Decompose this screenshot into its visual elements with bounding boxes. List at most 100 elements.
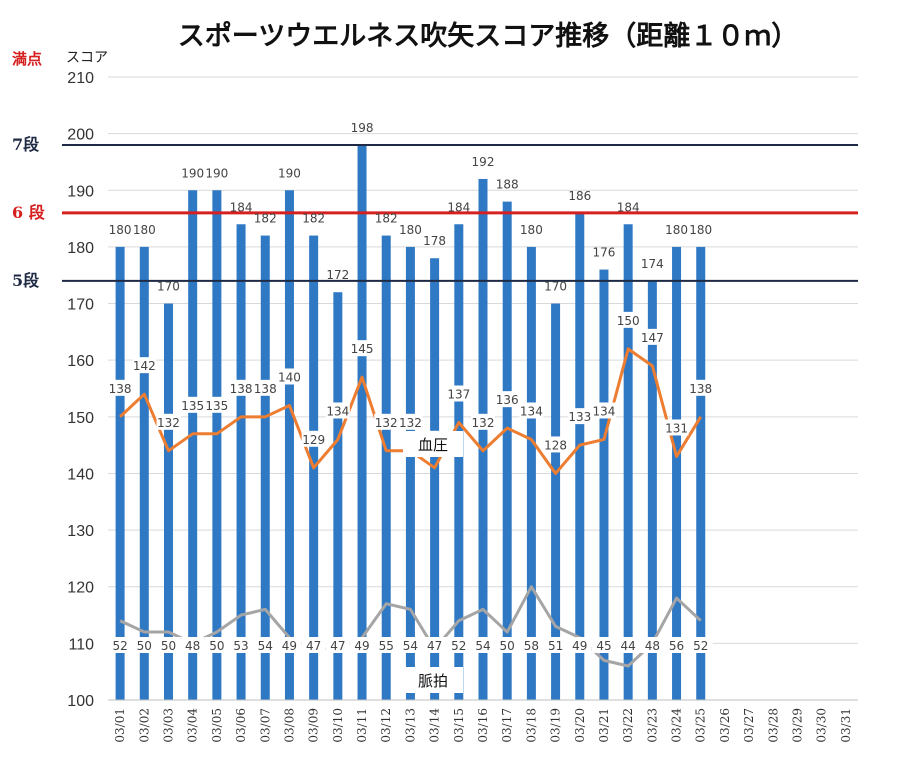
score-bar [430,258,440,700]
score-bar [599,269,609,700]
data-label-background [277,368,302,385]
x-tick-label: 03/15 [452,708,466,743]
x-tick-label: 03/18 [524,708,538,743]
score-bar-label: 186 [568,189,591,203]
data-label-background [398,413,423,430]
blood-pressure-label: 138 [254,382,277,396]
data-label-background [422,637,447,653]
x-tick-label: 03/01 [113,708,127,743]
x-tick-label: 03/23 [645,708,659,743]
data-label-background [374,637,399,653]
y-tick-label: 120 [67,580,94,597]
pulse-label: 53 [233,639,248,653]
score-bar [236,224,246,700]
x-tick-label: 03/17 [500,708,514,743]
x-tick-label: 03/25 [694,708,708,743]
score-bar [575,212,585,700]
x-tick-label: 03/20 [573,708,587,743]
data-label-background [446,385,471,402]
x-tick-label: 03/11 [355,708,369,743]
score-bar [623,224,633,700]
data-label-background [108,637,133,653]
score-bar-label: 180 [520,223,543,237]
x-tick-label: 03/29 [791,708,805,743]
score-bar-label: 178 [423,234,446,248]
x-tick-label: 03/12 [379,708,393,743]
y-tick-label: 200 [67,127,94,144]
x-tick-label: 03/03 [161,708,175,743]
data-label-background [446,637,471,653]
pulse-label: 48 [645,639,660,653]
score-bar-label: 180 [133,223,156,237]
data-label-background [567,637,592,653]
score-bar [260,235,270,700]
pulse-label: 55 [379,639,394,653]
data-label-background [471,413,495,430]
data-label-background [277,637,302,653]
blood-pressure-label: 137 [447,387,470,401]
y-tick-label: 180 [67,240,94,257]
y-tick-label: 150 [67,410,94,427]
blood-pressure-label: 132 [375,416,398,430]
chart-title: スポーツウエルネス吹矢スコア推移（距離１０ｍ） [178,20,798,52]
blood-pressure-label: 132 [157,416,180,430]
blood-pressure-label: 138 [230,382,253,396]
y-tick-label: 160 [67,353,94,370]
data-label-background [132,357,157,374]
score-bar-label: 190 [181,166,204,180]
score-bar [333,292,343,700]
blood-pressure-series-label: 血圧 [418,436,448,454]
score-bar-label: 180 [665,223,688,237]
score-bar-label: 182 [254,212,277,226]
pulse-label: 50 [161,639,176,653]
x-tick-label: 03/06 [234,708,248,743]
score-bar-label: 170 [544,280,567,294]
data-label-background [180,396,205,413]
data-label-background [253,637,278,653]
score-bar [526,246,536,700]
score-bar [454,224,464,700]
x-tick-label: 03/05 [210,708,224,743]
data-label-background [616,637,641,653]
pulse-label: 45 [596,639,611,653]
data-label-background [664,637,689,653]
blood-pressure-label: 131 [665,421,688,435]
data-label-background [616,311,641,328]
x-tick-label: 03/28 [766,708,780,743]
data-label-background [156,413,181,430]
data-label-background [350,637,375,653]
data-label-background [591,637,616,653]
data-label-background [543,436,568,453]
score-bar [696,246,706,700]
data-label-background [567,408,592,425]
pulse-label: 56 [669,639,684,653]
score-bar [405,246,415,700]
score-bar-label: 180 [109,223,132,237]
blood-pressure-label: 134 [593,404,616,418]
data-label-background [301,430,326,447]
pulse-label: 47 [306,639,321,653]
pulse-label: 49 [354,639,369,653]
x-tick-label: 03/22 [621,708,635,743]
score-bar [188,190,198,701]
score-bar-label: 184 [230,200,253,214]
score-bar-label: 172 [326,268,349,282]
data-label-background [229,379,254,396]
pulse-label: 54 [403,639,418,653]
data-label-background [204,637,229,653]
blood-pressure-label: 142 [133,359,156,373]
y-tick-label: 210 [67,70,94,87]
score-bar [381,235,391,700]
y-tick-label: 190 [67,183,94,200]
x-tick-label: 03/02 [137,708,151,743]
score-bar [478,178,488,701]
pulse-label: 49 [572,639,587,653]
blood-pressure-label: 138 [109,382,132,396]
x-tick-label: 03/09 [307,708,321,743]
score-bar-label: 192 [472,155,495,169]
blood-pressure-label: 136 [496,393,519,407]
y-tick-label: 110 [68,636,94,653]
score-bar-label: 176 [593,246,616,260]
pulse-label: 44 [621,639,636,653]
